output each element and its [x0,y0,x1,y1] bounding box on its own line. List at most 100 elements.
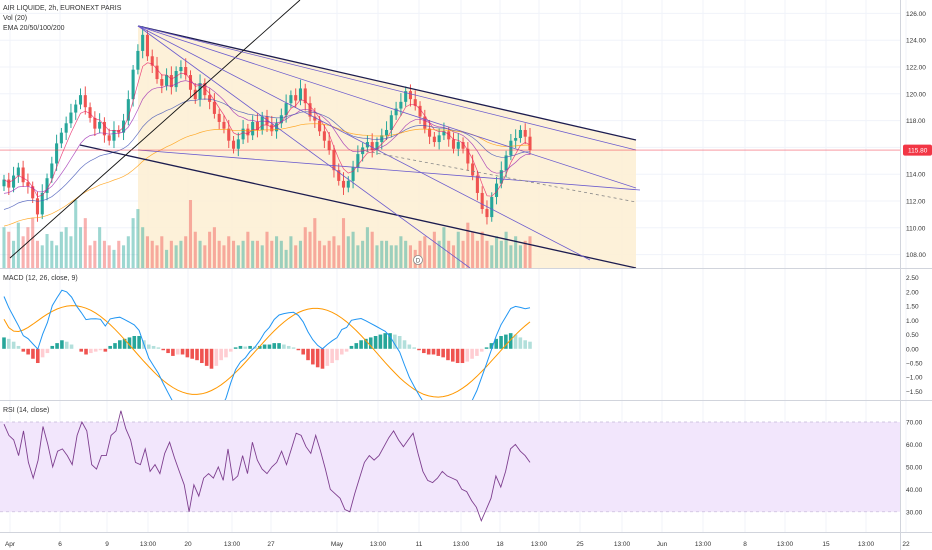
macd-histogram-bar [185,348,190,358]
candle-body [385,129,389,136]
time-tick-label: 13:00 [370,541,387,548]
candle-body [184,67,188,76]
candle-body [437,135,441,143]
macd-histogram-bar [151,345,156,349]
volume-bar [313,218,317,268]
macd-histogram-bar [479,348,484,352]
price-tick-label: 118.00 [906,118,926,125]
candle-body [428,128,432,137]
time-tick-label: 11 [416,541,423,548]
volume-bar [418,240,422,268]
macd-histogram-bar [55,343,59,349]
volume-bar [64,227,68,268]
volume-bar [408,245,412,268]
candle-body [509,140,513,156]
volume-bar [78,227,83,268]
candle-body [523,129,527,137]
price-tick-label: −0.50 [906,361,923,368]
volume-bar [380,240,384,268]
macd-histogram-bar [11,341,16,349]
volume-bar [98,227,102,268]
ema-legend[interactable]: EMA 20/50/100/200 [3,25,65,32]
symbol-title[interactable]: AIR LIQUIDE, 2h, EURONEXT PARIS [3,5,122,12]
macd-histogram-bar [175,348,180,355]
volume-bar [289,236,293,268]
volume-bar [442,227,446,268]
candle-body [98,121,102,129]
macd-histogram-bar [98,348,103,351]
macd-histogram-bar [373,336,378,349]
event-marker[interactable]: D [413,255,423,265]
macd-histogram-bar [262,344,267,349]
candle-body [241,128,245,140]
candle-body [246,128,250,136]
candle-body [78,95,83,105]
macd-histogram-bar [26,348,30,355]
macd-histogram-bar [267,344,272,349]
macd-histogram-bar [460,348,465,364]
price-tick-label: 1.00 [906,318,919,325]
rsi-legend[interactable]: RSI (14, close) [3,407,49,414]
volume-bar [451,245,456,268]
volume-bar [21,236,25,268]
macd-histogram-bar [383,333,388,349]
candle-body [93,117,97,129]
candle-body [45,178,49,193]
price-tick-label: 108.00 [906,252,926,259]
time-tick-label: 9 [105,541,109,548]
macd-histogram-bar [450,348,455,362]
candle-body [136,50,140,70]
candle-body [475,175,479,193]
macd-histogram-bar [422,348,426,354]
volume-bar [318,240,322,268]
volume-bar [351,231,355,268]
macd-histogram-bar [89,348,93,354]
price-tick-label: 110.00 [906,225,926,232]
macd-histogram-bar [378,334,383,349]
fan-line [137,25,591,261]
time-tick-label: 13:00 [858,541,875,548]
volume-bar [466,222,470,268]
volume-bar [456,231,460,268]
volume-bar [131,218,135,268]
dashed-projection [359,149,637,203]
price-axis[interactable]: 108.00110.00112.00114.00116.00118.00120.… [906,11,926,516]
volume-bar [26,227,30,268]
volume-bar [509,245,513,268]
support-line [9,0,301,259]
candle-body [155,65,159,80]
time-tick-label: 13:00 [777,541,794,548]
volume-bar [112,249,116,268]
volume-bar [184,236,188,268]
macd-histogram-bar [209,348,214,369]
macd-histogram-bar [204,348,209,366]
time-tick-label: 13:00 [453,541,470,548]
candle-body [456,142,460,149]
macd-histogram-bar [282,344,286,349]
macd-histogram-bar [243,346,248,349]
volume-bar [150,240,154,268]
macd-histogram-bar [431,348,436,355]
time-tick-label: 8 [743,541,747,548]
volume-bar [461,240,465,268]
volume-bar [528,236,532,268]
volume-legend[interactable]: Vol (20) [3,15,27,22]
macd-histogram-bar [272,343,277,349]
candle-body [145,34,149,57]
volume-bar [222,245,226,268]
macd-histogram-bar [296,348,301,351]
volume-bar [7,231,11,268]
macd-histogram-bar [499,336,503,349]
macd-histogram-bar [528,341,532,349]
volume-bar [227,236,231,268]
volume-bar [260,245,264,268]
macd-histogram-bar [484,347,489,349]
macd-legend[interactable]: MACD (12, 26, close, 9) [3,275,78,282]
candle-body [112,129,116,141]
macd-histogram-bar [441,348,445,358]
time-axis[interactable]: Apr 6 9 13:00 20 13:00 27 May 13:00 11 13:00 18 13:0… [5,541,910,548]
volume-bar [428,245,432,268]
macd-histogram-bar [16,345,21,349]
